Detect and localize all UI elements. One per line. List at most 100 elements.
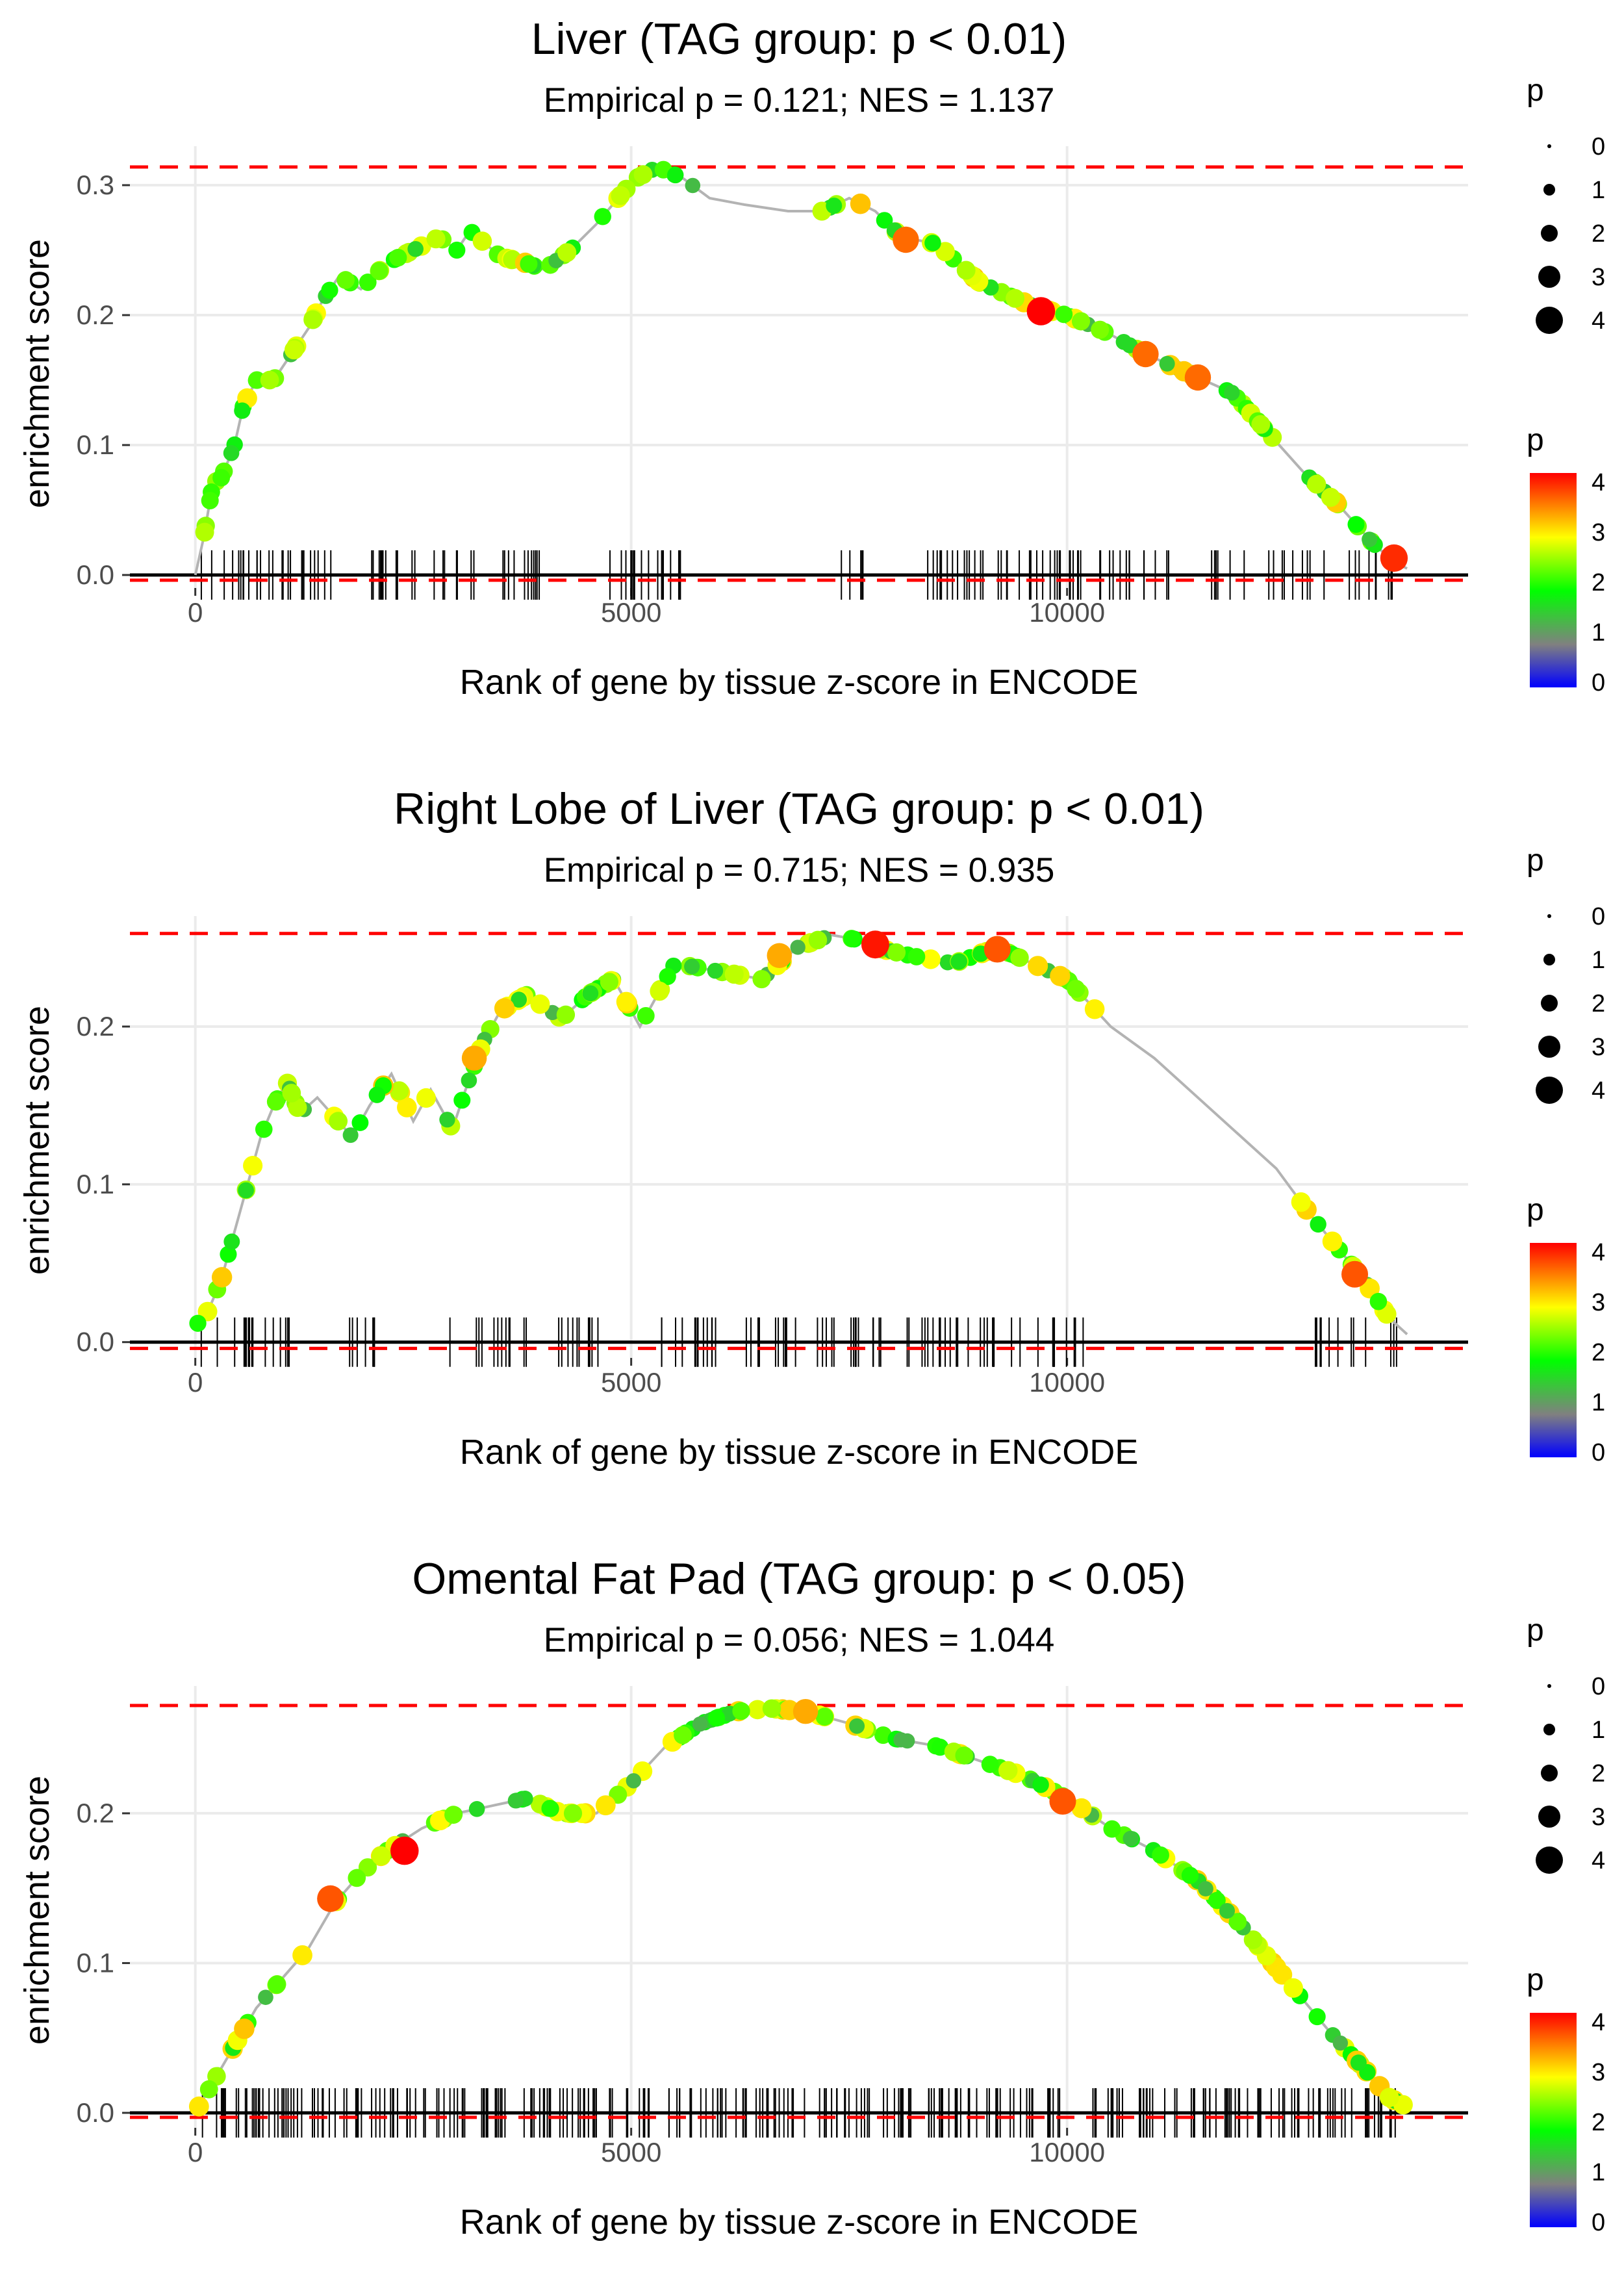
data-point [1208,1891,1226,1910]
data-point [876,212,893,229]
data-point [348,1869,366,1887]
y-tick-label: 0.3 [77,170,114,200]
color-legend-label-2: 2 [1592,569,1605,596]
data-point [1362,531,1378,548]
panel-2: Right Lobe of Liver (TAG group: p < 0.01… [18,784,1605,1472]
data-point [416,1088,436,1108]
panel-3-x-axis-label: Rank of gene by tissue z-score in ENCODE [460,2203,1138,2242]
data-point [611,186,630,205]
data-point [336,271,355,289]
data-point [790,939,806,955]
panel-1-subtitle: Empirical p = 0.121; NES = 1.137 [544,81,1055,120]
data-point-highlight [983,936,1011,963]
data-point [1050,965,1071,986]
color-legend-label-2: 2 [1592,2109,1605,2136]
data-point [674,1726,692,1744]
size-legend-label-0: 0 [1592,1673,1605,1700]
data-point [893,1732,909,1748]
data-point [195,522,214,542]
data-point [453,1092,471,1109]
y-tick-label: 0.0 [77,1327,114,1357]
panel-1-color-legend: 4 3 2 1 0 [1530,469,1605,696]
panel-1-color-legend-title: p [1527,423,1544,457]
data-point [1308,2008,1326,2026]
data-point [494,998,515,1019]
size-legend-dot-4 [1536,307,1563,334]
data-point [321,281,338,299]
panel-3-y-axis-label: enrichment score [18,1776,57,2045]
y-tick-label: 0.1 [77,429,114,460]
data-point [659,967,676,986]
data-point-highlight [390,1836,419,1865]
data-point [1071,312,1091,331]
panel-1-y-axis-label: enrichment score [18,239,57,508]
color-legend-label-0: 0 [1592,669,1605,696]
color-legend-label-4: 4 [1592,1239,1605,1266]
x-tick-label: 5000 [601,2137,661,2167]
data-point [368,1086,386,1103]
data-point [448,241,466,259]
data-point [849,1718,865,1734]
size-legend-dot-0 [1547,914,1551,918]
data-point-highlight [1380,544,1408,572]
data-point [1219,1902,1236,1919]
size-legend-label-0: 0 [1592,903,1605,930]
data-point [247,371,266,389]
data-point [439,1112,455,1128]
data-point [370,262,388,280]
color-legend-bar [1530,1243,1577,1457]
data-point [189,1314,207,1332]
data-point [1152,1846,1169,1864]
data-point [1322,1231,1343,1251]
size-legend-dot-4 [1536,1846,1563,1874]
color-legend-label-2: 2 [1592,1339,1605,1366]
data-point [329,1112,348,1131]
panel-2-x-axis-label: Rank of gene by tissue z-score in ENCODE [460,1433,1138,1472]
data-point [507,1793,524,1809]
data-point [1159,355,1175,372]
data-point [1028,956,1048,977]
data-point [637,1006,655,1025]
data-point [707,962,724,979]
size-legend-label-3: 3 [1592,1034,1605,1061]
data-point [748,1700,767,1720]
data-point [950,953,967,970]
data-point [268,1975,286,1994]
color-legend-label-3: 3 [1592,2059,1605,2086]
data-point [1224,385,1240,401]
size-legend-dot-1 [1543,1724,1555,1735]
data-point [397,1097,417,1118]
panel-1-title: Liver (TAG group: p < 0.01) [531,14,1067,64]
data-point [626,1773,642,1789]
data-point [594,208,611,225]
data-point [530,994,550,1014]
data-point [1006,288,1025,308]
y-tick-label: 0.0 [77,2097,114,2128]
color-legend-label-4: 4 [1592,469,1605,496]
data-point [1067,980,1085,998]
data-point [1091,320,1110,339]
data-point [1032,1776,1049,1793]
data-point [255,1120,273,1138]
data-point [1360,1278,1380,1299]
panel-1-plot: 0 5000 10000 0.0 0.1 0.2 0.3 [77,146,1468,628]
data-point [556,1005,576,1025]
size-legend-dot-0 [1547,1684,1551,1688]
data-point [266,1092,285,1111]
data-point [234,2018,255,2039]
size-legend-dot-3 [1538,266,1560,288]
data-point [843,930,861,948]
data-point-highlight [1341,1260,1369,1288]
color-legend-label-3: 3 [1592,1289,1605,1316]
data-point [390,1081,409,1101]
data-point-highlight [317,1885,344,1912]
data-point [1010,948,1029,967]
size-legend-label-1: 1 [1592,947,1605,974]
data-point [260,370,279,390]
data-point [223,1233,240,1250]
data-point [924,235,941,251]
size-legend-label-2: 2 [1592,990,1605,1017]
y-tick-label: 0.0 [77,559,114,590]
data-point [1251,415,1271,434]
data-point [1291,1192,1311,1212]
